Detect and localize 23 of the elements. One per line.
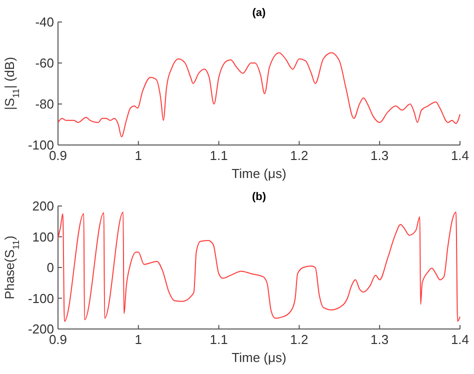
chart-title: (a) [252, 7, 266, 19]
x-tick-label: 1.1 [210, 332, 228, 347]
y-tick-label: -80 [35, 96, 54, 112]
x-tick-label: 1.1 [210, 148, 228, 163]
y-tick-label: -60 [35, 56, 54, 70]
y-tick-label: 200 [32, 198, 54, 214]
x-axis-title: Time (μs) [232, 166, 286, 181]
y-tick-label: 0 [46, 260, 54, 275]
x-tick-label: 1.4 [450, 148, 470, 163]
x-tick-label: 1.3 [370, 332, 389, 347]
x-tick-label: 1.3 [370, 148, 389, 163]
x-tick-label: 1.2 [290, 148, 308, 163]
x-tick-label: 1 [134, 148, 142, 163]
x-tick-label: 1 [134, 332, 142, 347]
line-series [58, 52, 460, 138]
x-axis-title: Time (μs) [232, 350, 286, 365]
y-tick-label: 100 [32, 229, 54, 244]
y-tick-label: -100 [28, 290, 54, 306]
y-tick-label: -40 [35, 14, 54, 30]
x-tick-label: 1.4 [450, 332, 470, 347]
chart-title: (b) [252, 191, 266, 203]
x-tick-label: 1.2 [290, 332, 308, 347]
line-series [58, 212, 460, 322]
